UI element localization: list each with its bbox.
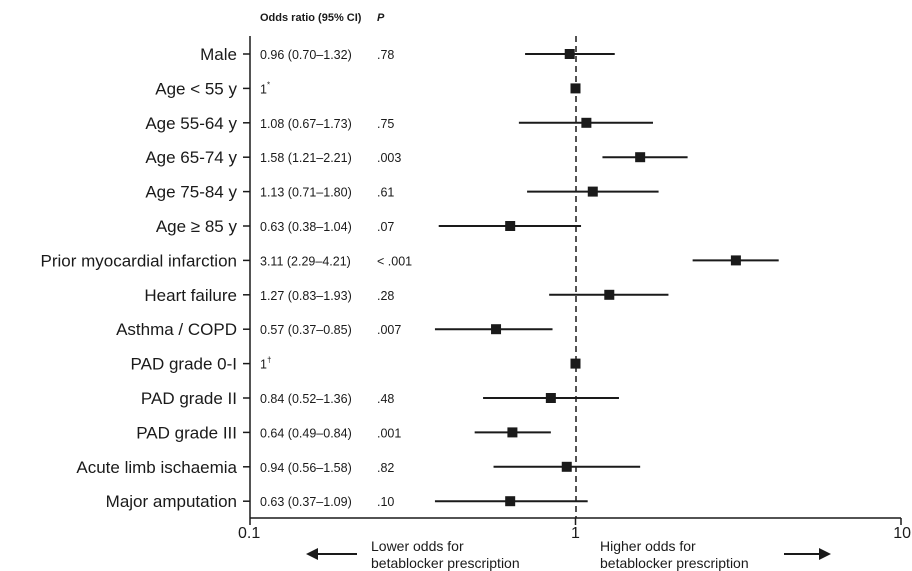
odds-ratio-value: 1.08 (0.67–1.73) (260, 117, 352, 131)
row-label: Heart failure (144, 286, 237, 305)
p-value: .48 (377, 392, 394, 406)
row-label: Age 75-84 y (145, 183, 237, 202)
point-estimate (587, 186, 598, 197)
point-estimate (491, 324, 502, 335)
odds-ratio-text: 1† (260, 356, 271, 372)
x-tick-label: 0.1 (238, 525, 260, 542)
forest-row: Major amputation 0.63 (0.37–1.09) .10 (106, 492, 588, 511)
odds-ratio-text: 0.57 (0.37–0.85) (260, 323, 352, 337)
row-label: PAD grade 0-I (131, 355, 237, 374)
x-tick-label: 10 (893, 525, 911, 542)
forest-row: Prior myocardial infarction 3.11 (2.29–4.… (40, 251, 779, 270)
odds-ratio-value: 1 (260, 82, 267, 96)
odds-ratio-text: 1.27 (0.83–1.93) (260, 289, 352, 303)
p-value: .007 (377, 323, 401, 337)
point-estimate (635, 152, 646, 163)
row-label: Acute limb ischaemia (76, 458, 237, 477)
point-estimate (561, 461, 572, 472)
forest-row: Male 0.96 (0.70–1.32) .78 (200, 45, 615, 64)
odds-ratio-value: 0.64 (0.49–0.84) (260, 426, 352, 440)
odds-ratio-text: 0.94 (0.56–1.58) (260, 461, 352, 475)
p-value: .001 (377, 426, 401, 440)
lower-odds-line1: Lower odds for (371, 538, 464, 554)
point-estimate (730, 255, 741, 266)
point-estimate (505, 496, 516, 507)
p-value: .10 (377, 495, 394, 509)
odds-ratio-value: 1.13 (0.71–1.80) (260, 186, 352, 200)
point-estimate (604, 289, 615, 300)
higher-odds-line1: Higher odds for (600, 538, 696, 554)
odds-ratio-value: 0.63 (0.37–1.09) (260, 495, 352, 509)
p-value: .82 (377, 461, 394, 475)
point-estimate (505, 221, 516, 231)
row-label: Asthma / COPD (116, 320, 237, 339)
forest-row: PAD grade II 0.84 (0.52–1.36) .48 (141, 389, 619, 408)
p-value: .003 (377, 151, 401, 165)
odds-ratio-value: 1.27 (0.83–1.93) (260, 289, 352, 303)
footnote-marker: † (267, 356, 271, 365)
odds-ratio-text: 0.64 (0.49–0.84) (260, 426, 352, 440)
forest-row: Age ≥ 85 y 0.63 (0.38–1.04) .07 (156, 217, 582, 236)
point-estimate (570, 358, 581, 369)
lower-odds-line2: betablocker prescription (371, 555, 520, 571)
forest-row: Age 65-74 y 1.58 (1.21–2.21) .003 (145, 148, 688, 167)
odds-ratio-text: 1.08 (0.67–1.73) (260, 117, 352, 131)
lower-arrow-head (306, 548, 318, 560)
x-tick-label: 1 (571, 525, 580, 542)
p-value: .28 (377, 289, 394, 303)
p-value: .78 (377, 48, 394, 62)
point-estimate (564, 49, 575, 59)
x-tick-group: 0.1 1 10 (238, 518, 911, 542)
point-estimate (581, 117, 592, 128)
forest-row: Age 55-64 y 1.08 (0.67–1.73) .75 (145, 114, 653, 133)
p-value: < .001 (377, 254, 412, 268)
footnote-marker: * (267, 80, 270, 89)
odds-ratio-value: 1.58 (1.21–2.21) (260, 151, 352, 165)
higher-arrow-head (819, 548, 831, 560)
odds-ratio-value: 0.57 (0.37–0.85) (260, 323, 352, 337)
forest-row: Age 75-84 y 1.13 (0.71–1.80) .61 (145, 183, 659, 202)
odds-ratio-value: 0.96 (0.70–1.32) (260, 48, 352, 62)
forest-row: Acute limb ischaemia 0.94 (0.56–1.58) .82 (76, 458, 641, 477)
forest-row: PAD grade 0-I 1† (131, 355, 581, 374)
odds-ratio-value: 1 (260, 358, 267, 372)
row-label: Major amputation (106, 492, 237, 511)
odds-ratio-text: 0.84 (0.52–1.36) (260, 392, 352, 406)
header-p: P (377, 12, 385, 24)
odds-ratio-value: 0.94 (0.56–1.58) (260, 461, 352, 475)
forest-row: PAD grade III 0.64 (0.49–0.84) .001 (136, 423, 551, 442)
forest-row: Age < 55 y 1* (155, 79, 581, 98)
odds-ratio-value: 0.84 (0.52–1.36) (260, 392, 352, 406)
odds-ratio-value: 3.11 (2.29–4.21) (260, 254, 351, 268)
row-label: PAD grade III (136, 423, 237, 442)
p-value: .61 (377, 186, 394, 200)
point-estimate (545, 393, 556, 403)
forest-row: Asthma / COPD 0.57 (0.37–0.85) .007 (116, 320, 553, 339)
forest-row: Heart failure 1.27 (0.83–1.93) .28 (144, 286, 669, 305)
point-estimate (507, 427, 518, 438)
odds-ratio-text: 0.96 (0.70–1.32) (260, 48, 352, 62)
odds-ratio-text: 0.63 (0.38–1.04) (260, 220, 352, 234)
odds-ratio-text: 1.13 (0.71–1.80) (260, 186, 352, 200)
odds-ratio-text: 3.11 (2.29–4.21) (260, 254, 351, 268)
row-label: Age < 55 y (155, 79, 237, 98)
row-label: Male (200, 45, 237, 64)
row-label: Prior myocardial infarction (40, 251, 237, 270)
row-label: PAD grade II (141, 389, 237, 408)
higher-odds-line2: betablocker prescription (600, 555, 749, 571)
odds-ratio-value: 0.63 (0.38–1.04) (260, 220, 352, 234)
odds-ratio-text: 0.63 (0.37–1.09) (260, 495, 352, 509)
header-odds-ratio: Odds ratio (95% CI) (260, 12, 362, 24)
odds-ratio-text: 1* (260, 80, 270, 96)
p-value: .75 (377, 117, 394, 131)
row-label: Age 65-74 y (145, 148, 237, 167)
odds-ratio-text: 1.58 (1.21–2.21) (260, 151, 352, 165)
row-label: Age 55-64 y (145, 114, 237, 133)
p-value: .07 (377, 220, 394, 234)
row-label: Age ≥ 85 y (156, 217, 238, 236)
